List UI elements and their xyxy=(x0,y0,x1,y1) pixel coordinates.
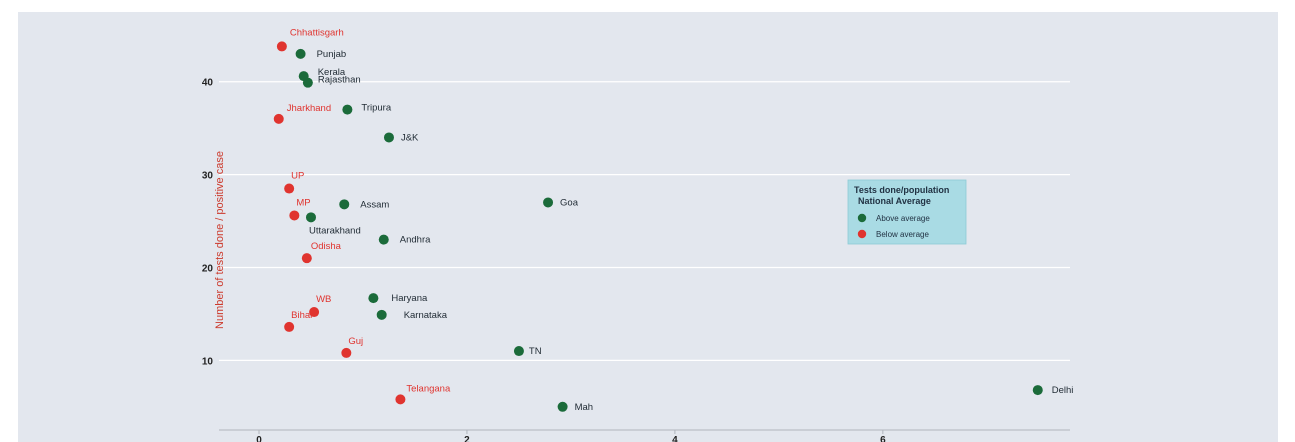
point-label-assam: Assam xyxy=(360,199,389,210)
legend-marker-below xyxy=(857,229,867,239)
point-assam xyxy=(339,199,350,210)
point-label-rajasthan: Rajasthan xyxy=(318,75,361,86)
legend-title-line2: National Average xyxy=(858,196,931,206)
point-tn xyxy=(513,346,524,357)
point-goa xyxy=(543,197,554,208)
point-bihar xyxy=(284,321,295,332)
legend-title-line1: Tests done/population xyxy=(854,185,949,195)
point-label-odisha: Odisha xyxy=(311,241,342,252)
legend-marker-above xyxy=(857,213,867,223)
point-andhra xyxy=(378,234,389,245)
legend-box xyxy=(847,179,967,245)
point-mah xyxy=(557,401,568,412)
x-tick-label: 4 xyxy=(672,435,678,442)
x-tick-label: 0 xyxy=(256,435,262,442)
point-label-tn: TN xyxy=(529,346,542,357)
point-label-jandk: J&K xyxy=(401,132,419,143)
y-tick-label: 10 xyxy=(202,356,214,367)
point-label-wb: WB xyxy=(316,294,331,305)
point-odisha xyxy=(301,253,312,264)
point-label-up: UP xyxy=(291,171,304,182)
point-jandk xyxy=(383,132,394,143)
point-label-mah: Mah xyxy=(575,402,593,413)
point-guj xyxy=(341,347,352,358)
x-tick-label: 6 xyxy=(880,435,886,442)
point-haryana xyxy=(368,293,379,304)
point-label-karnataka: Karnataka xyxy=(404,310,448,321)
point-label-guj: Guj xyxy=(348,336,363,347)
point-label-mp: MP xyxy=(296,197,310,208)
point-label-uttarakhand: Uttarakhand xyxy=(309,225,361,236)
point-label-telangana: Telangana xyxy=(406,383,451,394)
point-delhi xyxy=(1032,385,1043,396)
point-punjab xyxy=(295,48,306,59)
point-label-goa: Goa xyxy=(560,197,579,208)
point-karnataka xyxy=(376,309,387,320)
point-rajasthan xyxy=(302,77,313,88)
point-label-delhi: Delhi xyxy=(1052,385,1074,396)
legend-label-above: Above average xyxy=(876,214,930,223)
legend-label-below: Below average xyxy=(876,230,929,239)
point-label-tripura: Tripura xyxy=(361,103,391,114)
scatter-chart: 10 20 30 40 0 2 4 6 Number of tests done / posi… xyxy=(202,27,1074,442)
point-label-chhattisgarh: Chhattisgarh xyxy=(290,27,344,38)
point-telangana xyxy=(395,394,406,405)
point-jharkhand xyxy=(273,113,284,124)
y-tick-label: 40 xyxy=(202,78,214,89)
point-label-andhra: Andhra xyxy=(400,235,431,246)
point-label-kerala: Kerala xyxy=(318,67,346,78)
point-up xyxy=(284,183,295,194)
legend: Tests done/population National Average A… xyxy=(847,179,967,245)
point-uttarakhand xyxy=(305,212,316,223)
x-tick-label: 2 xyxy=(464,435,470,442)
point-wb xyxy=(309,307,320,318)
y-tick-label: 20 xyxy=(202,263,214,274)
point-chhattisgarh xyxy=(276,41,287,52)
point-label-jharkhand: Jharkhand xyxy=(287,103,331,114)
point-label-bihar: Bihar xyxy=(291,310,313,321)
gridlines xyxy=(219,81,1070,361)
chart-panel: 10 20 30 40 0 2 4 6 Number of tests done / posi… xyxy=(18,12,1278,442)
point-label-haryana: Haryana xyxy=(391,293,428,304)
axes: 10 20 30 40 0 2 4 6 xyxy=(202,78,1070,442)
point-tripura xyxy=(342,104,353,115)
point-mp xyxy=(289,210,300,221)
y-axis-label: Number of tests done / positive case xyxy=(214,151,226,329)
y-tick-label: 30 xyxy=(202,171,214,182)
point-label-punjab: Punjab xyxy=(317,49,347,60)
